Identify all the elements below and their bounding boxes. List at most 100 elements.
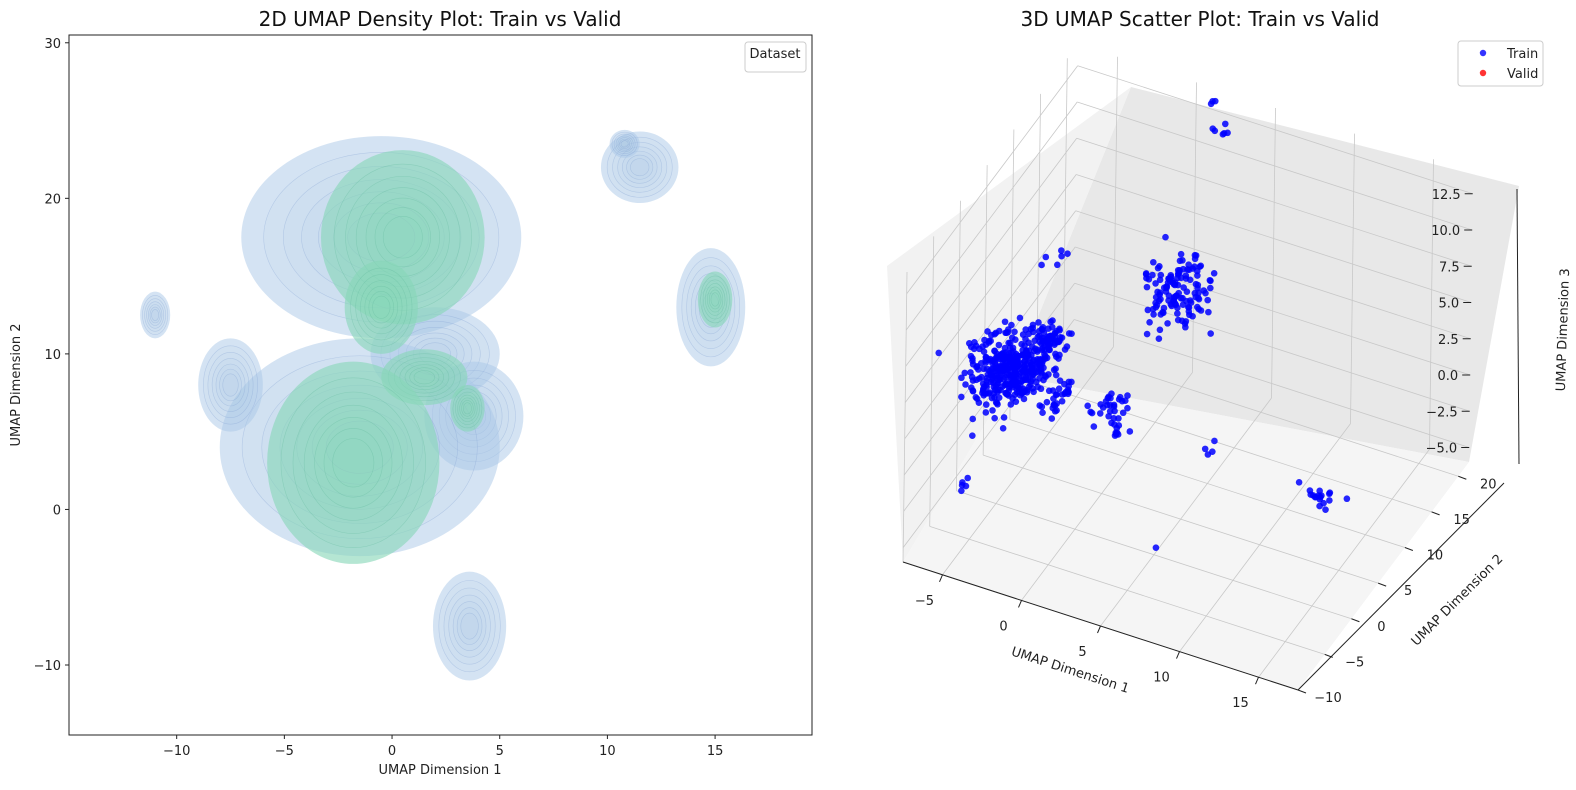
density-contour-1-4-1 bbox=[280, 377, 426, 549]
density-contour-1-3-3 bbox=[457, 394, 478, 422]
scatter3d-point bbox=[1021, 342, 1028, 349]
density-contour-1-1-4 bbox=[364, 285, 399, 329]
scatter3d-point bbox=[1108, 419, 1115, 427]
scatter3d-point bbox=[1007, 401, 1015, 408]
density-y-tick-label: 20 bbox=[44, 192, 61, 207]
y3d-tick bbox=[1431, 511, 1440, 516]
scatter3d-point bbox=[982, 409, 990, 416]
density-contour-0-6-5 bbox=[456, 607, 483, 645]
density-contour-1-0-5 bbox=[374, 207, 431, 268]
density-contour-1-1-1 bbox=[350, 267, 413, 347]
density-contour-1-5-3 bbox=[704, 283, 726, 316]
scatter3d-point bbox=[935, 349, 943, 357]
scatter3d-point bbox=[1156, 263, 1163, 270]
scatter3d-point bbox=[1009, 344, 1017, 352]
density-contour-1-5-5 bbox=[708, 289, 722, 310]
x3d-tick-label: 0 bbox=[999, 619, 1007, 634]
y3d-tick-label: 0 bbox=[1377, 620, 1385, 635]
scatter3d-point bbox=[1124, 404, 1131, 412]
scatter3d-point bbox=[1058, 247, 1065, 254]
scatter3d-point bbox=[995, 341, 1003, 349]
scatter3d-point bbox=[1036, 375, 1043, 382]
y-axis-line bbox=[1297, 482, 1505, 691]
scatter3d-point bbox=[1171, 300, 1179, 307]
density-contour-1-1-0 bbox=[344, 260, 418, 354]
scatter3d-point bbox=[1013, 378, 1020, 386]
density-contour-1-1-2 bbox=[355, 274, 408, 341]
scatter3d-point bbox=[992, 399, 1000, 406]
scatter3d-point bbox=[991, 347, 999, 355]
scatter3d-point bbox=[1149, 271, 1156, 279]
scatter3d-point bbox=[1191, 251, 1199, 259]
scatter3d-point bbox=[1185, 261, 1192, 268]
density-contour-1-1-3 bbox=[360, 280, 403, 335]
scatter3d-point bbox=[1000, 414, 1008, 421]
grid-line bbox=[1077, 101, 1473, 231]
y3d-tick-label: 10 bbox=[1427, 549, 1444, 564]
z3d-axis-label: UMAP Dimension 3 bbox=[1554, 268, 1573, 392]
scatter3d-point bbox=[965, 340, 973, 347]
scatter3d-point bbox=[1001, 381, 1009, 389]
scatter3d-point bbox=[1034, 346, 1042, 354]
density-x-axis-label: UMAP Dimension 1 bbox=[378, 763, 501, 778]
y3d-tick-label: −5 bbox=[1345, 655, 1364, 670]
density-contour-1-4-4 bbox=[314, 416, 393, 509]
scatter3d-point bbox=[976, 345, 983, 353]
scatter3d-point bbox=[1221, 120, 1229, 128]
scatter3d-point bbox=[1038, 261, 1045, 269]
scatter3d-point bbox=[1143, 330, 1151, 338]
scatter3d-point bbox=[1165, 292, 1173, 299]
density-contour-0-5-0 bbox=[140, 291, 171, 339]
density-contour-1-5-6 bbox=[710, 292, 720, 307]
scatter3d-point bbox=[1009, 373, 1017, 380]
density-contour-1-3-5 bbox=[461, 400, 474, 417]
density-contour-1-4-5 bbox=[323, 428, 383, 498]
scatter3d-point bbox=[1121, 397, 1129, 405]
scatter3d-point bbox=[1191, 289, 1199, 297]
density-contour-1-4-6 bbox=[332, 438, 375, 488]
scatter3d-point bbox=[1065, 388, 1072, 396]
density-contour-0-8-0 bbox=[609, 129, 640, 158]
density-y-tick-label: 0 bbox=[53, 503, 61, 518]
scatter3d-series-0 bbox=[935, 97, 1351, 551]
density-contour-1-2-6 bbox=[413, 370, 435, 385]
scatter3d-point bbox=[1194, 281, 1202, 289]
scatter3d-point bbox=[968, 373, 976, 381]
density-contour-0-4-0 bbox=[198, 338, 263, 432]
scatter3d-point bbox=[997, 386, 1004, 394]
scatter3d-point bbox=[988, 357, 996, 365]
scatter3d-point bbox=[1068, 330, 1075, 337]
scatter3d-point bbox=[969, 387, 977, 394]
scatter3d-point bbox=[998, 350, 1006, 358]
grid-line bbox=[1258, 448, 1430, 678]
y3d-tick bbox=[1351, 618, 1360, 623]
grid-line bbox=[1062, 58, 1068, 349]
density-contour-0-6-3 bbox=[448, 594, 491, 658]
density-x-tick-label: 5 bbox=[496, 744, 504, 759]
scatter3d-point bbox=[1205, 308, 1212, 316]
scatter3d-point bbox=[1025, 330, 1033, 338]
scatter3d-point bbox=[958, 374, 965, 382]
density-contour-0-8-6 bbox=[620, 140, 629, 148]
density-y-tick-label: −10 bbox=[34, 659, 61, 674]
scatter3d-point bbox=[958, 481, 966, 489]
density-contour-0-6-2 bbox=[443, 587, 496, 665]
scatter3d-point bbox=[988, 331, 995, 339]
scatter3d-point bbox=[1183, 288, 1191, 295]
scatter3d-point bbox=[1014, 360, 1021, 368]
grid-line bbox=[902, 271, 908, 563]
density-contour-1-4-0 bbox=[267, 361, 440, 564]
scatter3d-point bbox=[1165, 297, 1172, 304]
density-contour-1-2-5 bbox=[409, 367, 440, 388]
density-contour-1-1-6 bbox=[372, 295, 391, 319]
x3d-tick-label: −5 bbox=[915, 594, 934, 609]
scatter3d-point bbox=[1023, 360, 1031, 368]
scatter3d-point bbox=[993, 353, 1001, 361]
density-contour-1-3-4 bbox=[459, 397, 476, 420]
scatter3d-point bbox=[1005, 339, 1012, 347]
grid-line bbox=[904, 174, 1077, 403]
scatter3d-point bbox=[1006, 353, 1013, 361]
scatter3d-point bbox=[1326, 489, 1334, 496]
scatter3d-point bbox=[1055, 385, 1063, 392]
x3d-tick bbox=[1097, 625, 1101, 634]
